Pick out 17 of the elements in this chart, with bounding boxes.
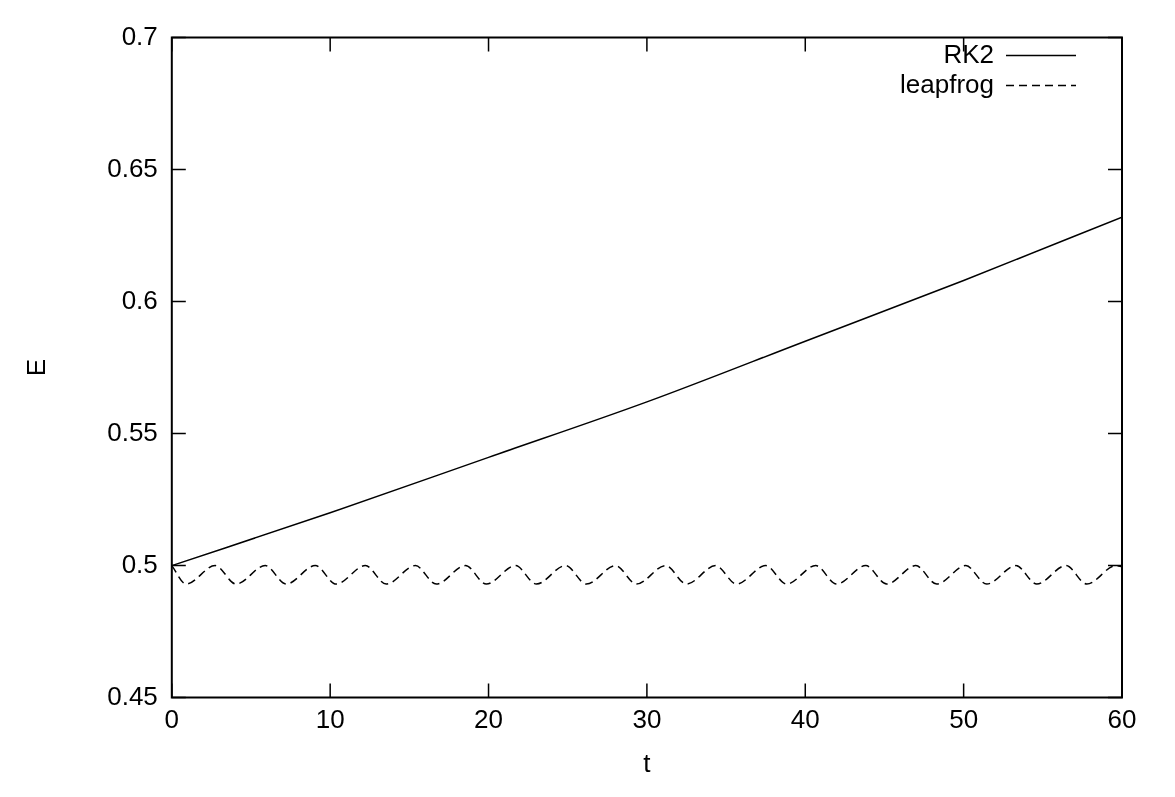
y-tick-label: 0.5	[121, 548, 158, 579]
legend-label: leapfrog	[900, 68, 994, 99]
x-axis-title: t	[643, 747, 652, 778]
y-tick-label: 0.7	[121, 20, 158, 51]
x-tick-label: 30	[632, 704, 662, 735]
x-tick-label: 50	[949, 704, 979, 735]
y-tick-label: 0.6	[121, 284, 158, 315]
y-tick-label: 0.55	[107, 416, 158, 447]
x-tick-label: 40	[790, 704, 820, 735]
y-axis-title: E	[20, 358, 51, 377]
y-tick-label: 0.45	[107, 680, 158, 711]
y-tick-label: 0.65	[107, 152, 158, 183]
x-tick-label: 10	[315, 704, 345, 735]
x-tick-label: 0	[164, 704, 180, 735]
legend-label: RK2	[943, 38, 994, 69]
x-tick-label: 60	[1107, 704, 1137, 735]
x-tick-label: 20	[474, 704, 503, 735]
